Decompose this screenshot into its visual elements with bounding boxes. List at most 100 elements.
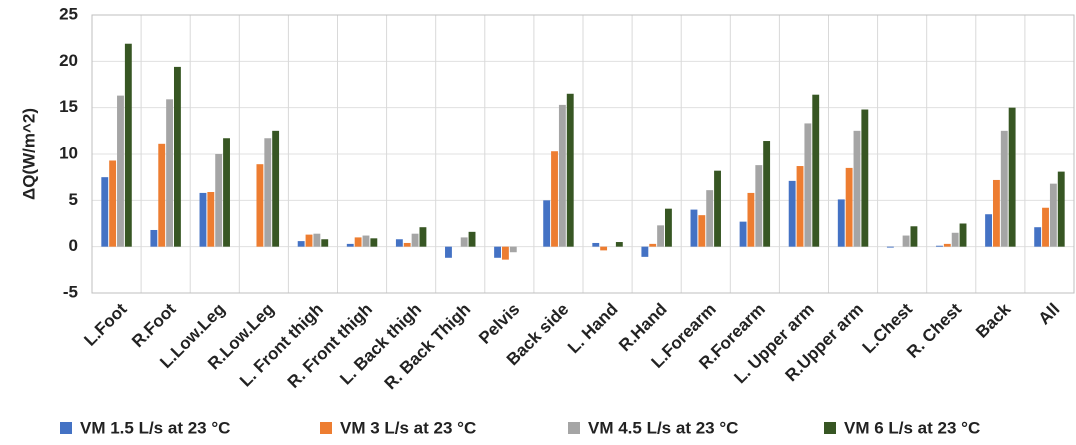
plot-frame (91, 14, 1075, 294)
bar (362, 235, 370, 247)
bar (1008, 107, 1016, 247)
legend-swatch (320, 422, 332, 434)
bar (124, 43, 132, 247)
bar (223, 138, 230, 247)
bar (664, 208, 672, 247)
bar (910, 226, 918, 247)
legend-label: VM 1.5 L/s at 23 °C (80, 418, 230, 437)
bar (354, 237, 362, 247)
bar (698, 215, 706, 247)
bar (150, 229, 158, 247)
x-tick-label: Pelvis (475, 300, 523, 348)
y-tick-label: 15 (59, 97, 78, 116)
bar (551, 151, 558, 247)
y-tick-label: 5 (69, 190, 78, 209)
bar (419, 227, 427, 247)
bar (641, 246, 649, 257)
bar (1057, 171, 1065, 247)
x-tick-label: R. Chest (903, 299, 965, 361)
bar (558, 104, 566, 247)
x-tick-label: L.Foot (80, 299, 130, 349)
bar (117, 95, 124, 247)
bar (959, 223, 967, 247)
bar (812, 94, 820, 247)
legend-label: VM 3 L/s at 23 °C (340, 418, 476, 437)
bar (173, 66, 181, 247)
bar (460, 237, 468, 247)
bar (592, 242, 600, 247)
bar (649, 243, 657, 247)
y-tick-label: 25 (59, 4, 78, 23)
y-tick-label: -5 (63, 282, 78, 301)
bar (936, 245, 943, 247)
bar (215, 154, 223, 247)
bar (845, 167, 853, 247)
bar (1042, 207, 1049, 247)
bar (1049, 183, 1057, 247)
x-tick-label: L. Hand (564, 300, 622, 358)
bar (543, 200, 551, 247)
bar (411, 233, 419, 247)
legend-label: VM 4.5 L/s at 23 °C (588, 418, 738, 437)
bar (199, 192, 207, 247)
legend-swatch (60, 422, 72, 434)
bar (600, 246, 608, 251)
bar (861, 109, 869, 247)
x-tick-label: All (1035, 300, 1064, 329)
bar (297, 241, 305, 247)
x-tick-label: R. Front thigh (284, 300, 376, 392)
bar (747, 192, 755, 247)
bar (445, 246, 452, 258)
bar (566, 93, 574, 247)
bar (313, 233, 321, 247)
bar (992, 179, 1000, 247)
bar (305, 234, 313, 247)
y-tick-label: 10 (59, 143, 78, 162)
bar (837, 199, 845, 247)
legend-swatch (824, 422, 836, 434)
x-tick-label: R. Back Thigh (381, 300, 475, 394)
bar (1000, 130, 1008, 247)
bar (985, 214, 993, 247)
bar (853, 130, 861, 247)
bar (788, 180, 796, 247)
bar (1034, 227, 1042, 247)
bar (615, 242, 623, 247)
bar (468, 231, 476, 247)
y-tick-label: 20 (59, 51, 78, 70)
bar (657, 225, 665, 247)
bar (346, 243, 354, 247)
bar (395, 239, 403, 247)
bar (109, 160, 117, 247)
bar (101, 177, 109, 247)
bar (804, 123, 812, 247)
y-axis-label: ΔQ(W/m^2) (19, 108, 38, 200)
bar (755, 165, 763, 247)
bar (264, 138, 272, 247)
bar (714, 170, 721, 247)
bar (763, 141, 771, 247)
bar (739, 221, 747, 247)
bar (943, 243, 951, 247)
bar (706, 190, 714, 247)
bar (951, 232, 959, 247)
bar (272, 130, 280, 247)
bar (501, 246, 509, 260)
bar (321, 239, 329, 247)
bar (256, 164, 264, 247)
x-tick-label: Back (972, 299, 1015, 342)
bar (166, 99, 174, 247)
bar (796, 166, 804, 247)
bar (509, 246, 517, 253)
bar (902, 235, 910, 247)
bar (370, 238, 378, 247)
bar (690, 209, 698, 247)
legend-label: VM 6 L/s at 23 °C (844, 418, 980, 437)
bar (158, 143, 166, 247)
bar (494, 246, 502, 258)
legend-swatch (568, 422, 580, 434)
bar (886, 246, 894, 248)
y-tick-label: 0 (69, 236, 78, 255)
bar (403, 242, 411, 247)
